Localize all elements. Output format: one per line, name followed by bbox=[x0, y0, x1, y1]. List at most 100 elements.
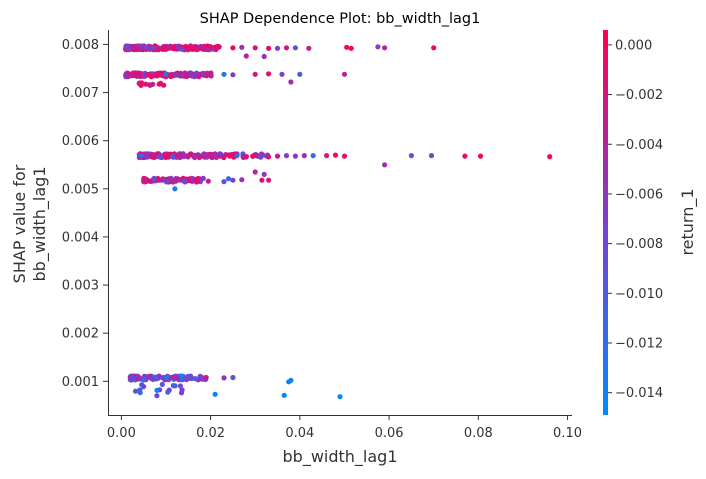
points-layer bbox=[123, 43, 553, 400]
y-axis-label-line-2: bb_width_lag1 bbox=[30, 167, 50, 282]
data-point bbox=[252, 71, 258, 77]
data-point bbox=[283, 153, 290, 159]
data-point bbox=[292, 45, 298, 51]
data-point bbox=[171, 375, 177, 381]
data-point bbox=[297, 71, 303, 77]
data-point bbox=[288, 79, 294, 85]
y-tick-label: 0.006 bbox=[62, 134, 99, 149]
data-point bbox=[462, 153, 468, 159]
data-point bbox=[136, 71, 142, 77]
data-point bbox=[180, 72, 186, 78]
data-point bbox=[208, 73, 214, 79]
data-point bbox=[221, 375, 227, 381]
data-point bbox=[138, 153, 144, 159]
data-point bbox=[172, 186, 178, 192]
data-point bbox=[306, 45, 312, 51]
data-point bbox=[141, 384, 147, 390]
data-point bbox=[201, 71, 207, 77]
data-point bbox=[547, 154, 553, 160]
data-point bbox=[261, 53, 267, 60]
y-tick-label: 0.004 bbox=[62, 230, 99, 245]
data-point bbox=[213, 154, 219, 160]
data-point bbox=[225, 176, 232, 182]
chart-title: SHAP Dependence Plot: bb_width_lag1 bbox=[200, 11, 481, 27]
data-point bbox=[177, 383, 183, 389]
data-point bbox=[168, 73, 174, 79]
data-point bbox=[126, 47, 132, 53]
data-point bbox=[147, 82, 153, 88]
data-point bbox=[163, 71, 169, 77]
colorbar-tick-label: −0.006 bbox=[615, 187, 663, 202]
data-point bbox=[212, 391, 218, 397]
data-point bbox=[151, 44, 157, 51]
x-tick-label: 0.08 bbox=[464, 426, 493, 441]
data-point bbox=[243, 53, 249, 59]
data-point bbox=[234, 152, 240, 159]
data-point bbox=[179, 387, 185, 393]
data-point bbox=[137, 390, 143, 396]
data-point bbox=[163, 154, 169, 160]
data-point bbox=[143, 81, 149, 87]
colorbar bbox=[603, 30, 608, 415]
data-point bbox=[148, 74, 154, 80]
y-tick-label: 0.008 bbox=[62, 38, 99, 53]
data-point bbox=[324, 153, 330, 159]
data-point bbox=[187, 46, 193, 52]
data-point bbox=[265, 152, 271, 158]
data-point bbox=[199, 375, 205, 381]
data-point bbox=[143, 152, 150, 159]
data-point bbox=[164, 374, 170, 380]
data-point bbox=[266, 45, 272, 51]
x-ticks: 0.00 0.02 0.04 0.06 0.08 0.10 bbox=[107, 415, 582, 441]
data-point bbox=[189, 73, 195, 79]
data-point bbox=[173, 71, 179, 77]
data-point bbox=[281, 392, 287, 398]
data-point bbox=[141, 175, 147, 181]
colorbar-tick-label: −0.010 bbox=[615, 287, 663, 302]
data-point bbox=[181, 179, 188, 185]
data-point bbox=[191, 152, 198, 158]
data-point bbox=[154, 387, 160, 393]
data-point bbox=[428, 153, 435, 159]
data-point bbox=[261, 171, 267, 177]
x-tick-label: 0.00 bbox=[107, 426, 136, 441]
data-point bbox=[204, 46, 210, 53]
data-point bbox=[154, 393, 160, 399]
data-point bbox=[203, 374, 209, 381]
data-point bbox=[221, 154, 227, 161]
data-point bbox=[382, 162, 388, 168]
data-point bbox=[177, 177, 183, 183]
colorbar-tick-label: 0.000 bbox=[615, 38, 652, 53]
data-point bbox=[130, 375, 136, 382]
data-point bbox=[221, 71, 227, 77]
y-axis-label: SHAP value for bb_width_lag1 bbox=[10, 164, 50, 283]
data-point bbox=[159, 381, 165, 387]
data-point bbox=[230, 45, 236, 51]
x-tick-label: 0.06 bbox=[375, 426, 404, 441]
data-point bbox=[179, 46, 185, 52]
data-point bbox=[165, 389, 171, 395]
data-point bbox=[239, 44, 245, 50]
data-point bbox=[301, 153, 307, 159]
colorbar-tick-label: −0.014 bbox=[615, 386, 663, 401]
data-point bbox=[174, 152, 180, 158]
data-point bbox=[215, 43, 221, 49]
data-point bbox=[181, 154, 187, 160]
x-tick-label: 0.04 bbox=[285, 426, 314, 441]
colorbar-tick-label: −0.008 bbox=[615, 237, 663, 252]
data-point bbox=[200, 46, 206, 52]
colorbar-tick-label: −0.002 bbox=[615, 88, 663, 103]
data-point bbox=[170, 44, 176, 50]
data-point bbox=[260, 152, 266, 158]
data-point bbox=[140, 43, 146, 50]
data-point bbox=[431, 45, 437, 51]
y-tick-label: 0.002 bbox=[62, 327, 99, 342]
data-point bbox=[341, 71, 348, 77]
data-point bbox=[161, 44, 167, 50]
data-point bbox=[252, 169, 258, 175]
data-point bbox=[141, 376, 147, 382]
data-point bbox=[144, 44, 150, 50]
data-point bbox=[253, 152, 259, 158]
